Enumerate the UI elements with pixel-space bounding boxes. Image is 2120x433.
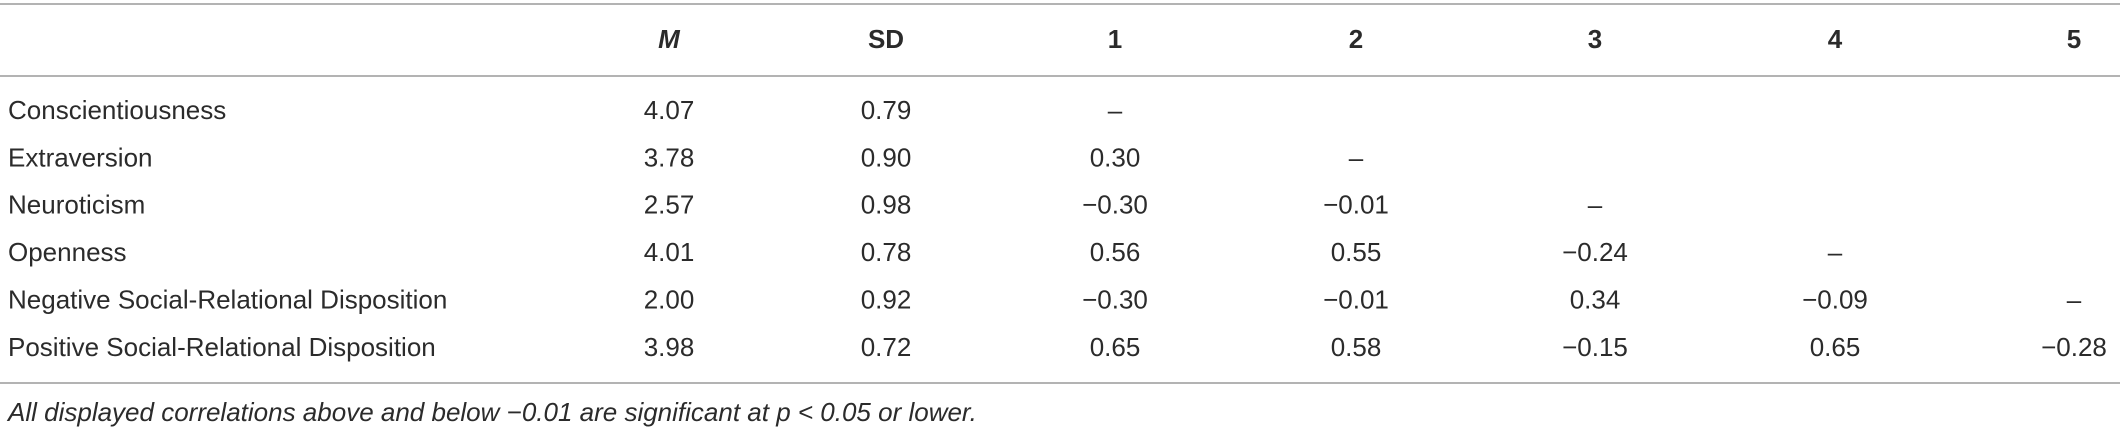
cell: −0.09 <box>1802 284 1868 314</box>
cell: 0.72 <box>861 332 912 362</box>
column-header: 5 <box>2067 24 2081 54</box>
cell: 0.65 <box>1810 332 1861 362</box>
cell: 3.78 <box>644 142 695 172</box>
cell: 0.30 <box>1090 142 1141 172</box>
column-header: 3 <box>1588 24 1602 54</box>
row-label: Positive Social-Relational Disposition <box>8 332 436 362</box>
cell: 0.98 <box>861 190 912 220</box>
cell: 0.55 <box>1331 237 1382 267</box>
column-header: 4 <box>1828 24 1843 54</box>
cell: 4.07 <box>644 95 695 125</box>
cell: 0.90 <box>861 142 912 172</box>
cell: – <box>1349 142 1364 172</box>
cell: −0.01 <box>1323 190 1389 220</box>
cell: 0.65 <box>1090 332 1141 362</box>
cell: 0.92 <box>861 284 912 314</box>
cell: 3.98 <box>644 332 695 362</box>
column-header: 2 <box>1349 24 1363 54</box>
row-label: Openness <box>8 237 127 267</box>
cell: – <box>1588 190 1603 220</box>
cell: −0.30 <box>1082 284 1148 314</box>
row-label: Conscientiousness <box>8 95 226 125</box>
cell: −0.15 <box>1562 332 1628 362</box>
column-header: M <box>658 24 681 54</box>
cell: – <box>2067 284 2082 314</box>
footnote: All displayed correlations above and bel… <box>6 397 977 427</box>
column-header: SD <box>868 24 904 54</box>
cell: 0.78 <box>861 237 912 267</box>
row-label: Negative Social-Relational Disposition <box>8 284 447 314</box>
cell: 2.00 <box>644 284 695 314</box>
cell: −0.24 <box>1562 237 1628 267</box>
cell: – <box>1108 95 1123 125</box>
cell: 2.57 <box>644 190 695 220</box>
cell: −0.30 <box>1082 190 1148 220</box>
column-header: 1 <box>1108 24 1122 54</box>
cell: – <box>1828 237 1843 267</box>
cell: −0.28 <box>2041 332 2107 362</box>
cell: 4.01 <box>644 237 695 267</box>
cell: 0.58 <box>1331 332 1382 362</box>
cell: 0.56 <box>1090 237 1141 267</box>
cell: 0.79 <box>861 95 912 125</box>
row-label: Extraversion <box>8 142 153 172</box>
cell: −0.01 <box>1323 284 1389 314</box>
row-label: Neuroticism <box>8 190 145 220</box>
cell: 0.34 <box>1570 284 1621 314</box>
